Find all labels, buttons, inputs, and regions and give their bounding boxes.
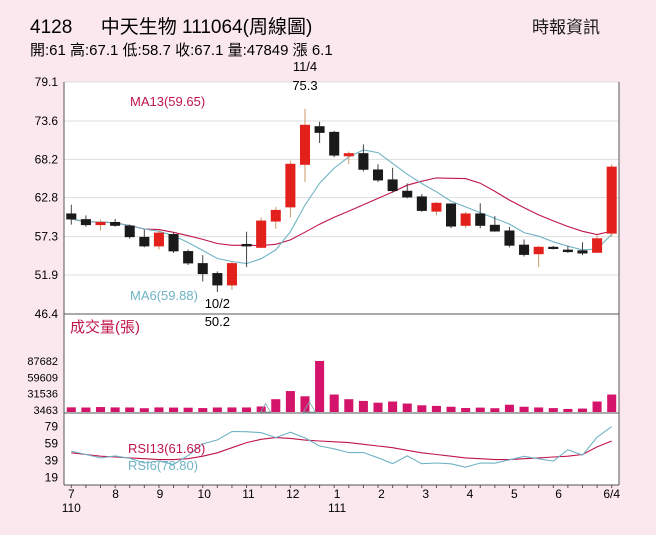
svg-text:6: 6 bbox=[555, 487, 562, 501]
svg-text:57.3: 57.3 bbox=[35, 230, 59, 244]
svg-text:6/4: 6/4 bbox=[603, 487, 620, 501]
svg-text:1: 1 bbox=[334, 487, 341, 501]
svg-text:75.3: 75.3 bbox=[292, 78, 317, 93]
svg-text:46.4: 46.4 bbox=[35, 307, 59, 321]
svg-text:2: 2 bbox=[378, 487, 385, 501]
svg-text:4128 中天生物 111064(周線圖): 4128 中天生物 111064(周線圖) bbox=[30, 16, 312, 38]
svg-text:50.2: 50.2 bbox=[205, 314, 230, 329]
svg-text:79.1: 79.1 bbox=[35, 75, 59, 89]
svg-text:59: 59 bbox=[45, 436, 59, 450]
svg-text:10/2: 10/2 bbox=[205, 296, 230, 311]
svg-text:開:61 高:67.1 低:58.7 收:67.1 量:47: 開:61 高:67.1 低:58.7 收:67.1 量:47849 漲 6.1 bbox=[30, 42, 333, 59]
svg-text:68.2: 68.2 bbox=[35, 152, 59, 166]
svg-text:10: 10 bbox=[198, 487, 212, 501]
svg-text:39: 39 bbox=[45, 453, 59, 467]
svg-text:51.9: 51.9 bbox=[35, 268, 59, 282]
svg-text:79: 79 bbox=[45, 420, 59, 434]
svg-text:111: 111 bbox=[328, 501, 347, 515]
svg-text:19: 19 bbox=[45, 470, 59, 484]
svg-text:62.8: 62.8 bbox=[35, 191, 59, 205]
svg-text:110: 110 bbox=[62, 501, 81, 515]
svg-text:成交量(張): 成交量(張) bbox=[70, 318, 140, 336]
svg-text:4: 4 bbox=[467, 487, 474, 501]
svg-text:RSI6(78.80): RSI6(78.80) bbox=[128, 458, 198, 473]
svg-text:RSI13(61.68): RSI13(61.68) bbox=[128, 441, 205, 456]
svg-text:31536: 31536 bbox=[27, 389, 58, 401]
svg-text:87682: 87682 bbox=[27, 356, 58, 368]
svg-text:73.6: 73.6 bbox=[35, 114, 59, 128]
svg-text:12: 12 bbox=[286, 487, 300, 501]
svg-text:59609: 59609 bbox=[27, 372, 58, 384]
svg-text:MA13(59.65): MA13(59.65) bbox=[130, 94, 205, 109]
svg-text:時報資訊: 時報資訊 bbox=[532, 18, 600, 37]
svg-text:11: 11 bbox=[242, 487, 255, 501]
svg-text:7: 7 bbox=[68, 487, 75, 501]
svg-text:8: 8 bbox=[112, 487, 119, 501]
svg-text:3463: 3463 bbox=[34, 405, 58, 417]
svg-text:11/4: 11/4 bbox=[293, 59, 317, 74]
svg-text:5: 5 bbox=[511, 487, 518, 501]
svg-text:9: 9 bbox=[157, 487, 164, 501]
svg-text:MA6(59.88): MA6(59.88) bbox=[130, 288, 198, 303]
svg-text:3: 3 bbox=[422, 487, 429, 501]
